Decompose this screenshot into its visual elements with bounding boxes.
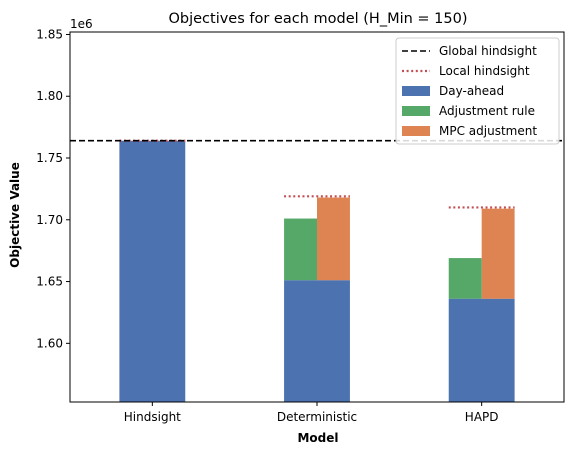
legend-adjustment-rule-label: Adjustment rule [439,104,535,118]
bar-adjustment-rule [448,258,482,299]
y-tick-label: 1.80 [36,89,63,103]
x-axis-title: Model [297,431,338,445]
legend-local-hindsight-label: Local hindsight [439,64,530,78]
legend: Global hindsight Local hindsight Day-ahead… [395,37,560,145]
legend-adjustment-rule-swatch [402,106,430,116]
bar-mpc-adjustment [481,208,515,299]
x-tick-label: Hindsight [124,410,181,424]
legend-day-ahead-label: Day-ahead [439,84,504,98]
y-tick-label: 1.60 [36,336,63,350]
bar-mpc-adjustment [317,197,350,281]
axes: 1.60 1.65 1.70 1.75 1.80 1.85 Hindsight Determi… [36,27,565,424]
legend-box [395,37,560,145]
plot-area [70,139,564,402]
x-tick-label: Deterministic [277,410,357,424]
y-axis-title: Objective Value [8,162,22,268]
bar-day-ahead [284,280,350,402]
legend-global-hindsight-label: Global hindsight [439,44,537,58]
bar-adjustment-rule [284,218,317,281]
legend-mpc-adjustment-swatch [402,126,430,136]
legend-day-ahead-swatch [402,86,430,96]
legend-mpc-adjustment-label: MPC adjustment [439,124,537,138]
y-tick-label: 1.75 [36,151,63,165]
y-tick-label: 1.85 [36,27,63,41]
y-axis-offset-label: 1e6 [70,17,93,31]
chart-title: Objectives for each model (H_Min = 150) [168,11,467,27]
bar-day-ahead [448,298,515,402]
bar-day-ahead [119,140,186,402]
x-tick-label: HAPD [465,410,499,424]
y-tick-label: 1.65 [36,275,63,289]
y-tick-label: 1.70 [36,213,63,227]
